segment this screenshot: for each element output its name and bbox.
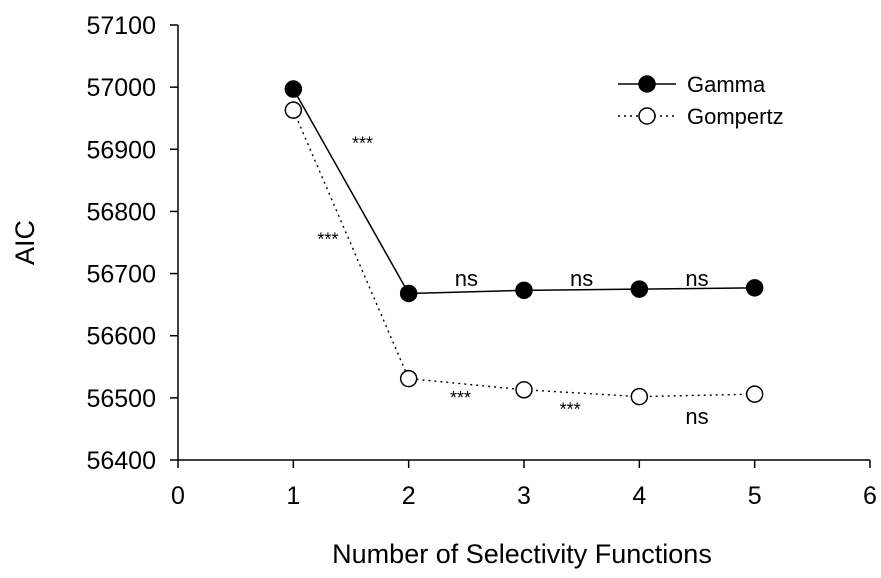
- legend-item-gamma: Gamma: [618, 72, 766, 97]
- data-point-gompertz: [515, 381, 533, 399]
- significance-annotation: ***: [317, 230, 338, 250]
- legend-item-gompertz: Gompertz: [618, 104, 784, 129]
- data-point-gamma: [284, 80, 303, 98]
- series-line-gamma: [292, 88, 755, 295]
- x-axis-title: Number of Selectivity Functions: [332, 539, 712, 569]
- x-tick-label: 2: [402, 482, 416, 510]
- y-tick-label: 56800: [86, 198, 156, 226]
- annotations: *** *** ns ns ns *** *** ns: [317, 133, 708, 429]
- y-tick-label: 57100: [86, 12, 156, 40]
- x-tick-label: 0: [171, 482, 185, 510]
- y-tick-label: 56500: [86, 385, 156, 413]
- y-tick-label: 57000: [86, 74, 156, 102]
- y-tick-label: 56400: [86, 447, 156, 475]
- data-point-gamma: [515, 281, 533, 300]
- y-axis-ticks: 56400 56500 56600 56700 56800 56900 57000 57100: [86, 12, 178, 475]
- x-tick-label: 3: [517, 482, 531, 510]
- x-axis-ticks: 0 1 2 3 4 5 6: [171, 460, 877, 510]
- series-gamma: [284, 80, 764, 303]
- series-layer: [284, 80, 764, 406]
- data-point-gompertz: [284, 101, 303, 119]
- data-point-gompertz: [399, 369, 418, 388]
- data-point-gompertz: [630, 387, 649, 406]
- data-point-gompertz: [745, 385, 764, 403]
- significance-annotation: ***: [352, 133, 373, 153]
- legend-marker: [638, 107, 656, 125]
- y-tick-label: 56700: [86, 261, 156, 289]
- x-tick-label: 1: [286, 482, 300, 510]
- significance-annotation: ***: [450, 388, 471, 408]
- legend-label: Gamma: [687, 72, 766, 97]
- legend: Gamma Gompertz: [618, 72, 784, 129]
- legend-label: Gompertz: [687, 104, 784, 129]
- ns-annotation: ns: [570, 266, 593, 291]
- y-tick-label: 56900: [86, 136, 156, 164]
- x-tick-label: 4: [632, 482, 646, 510]
- x-tick-label: 5: [748, 482, 762, 510]
- significance-annotation: ***: [560, 399, 581, 419]
- data-point-gamma: [745, 279, 764, 297]
- y-axis-title: AIC: [10, 220, 40, 265]
- series-gompertz: [284, 101, 764, 406]
- data-point-gamma: [630, 280, 649, 298]
- data-point-gamma: [399, 284, 418, 303]
- y-tick-label: 56600: [86, 323, 156, 351]
- legend-marker: [638, 75, 656, 93]
- x-tick-label: 6: [863, 482, 877, 510]
- ns-annotation: ns: [685, 404, 708, 429]
- ns-annotation: ns: [455, 266, 478, 291]
- ns-annotation: ns: [685, 266, 708, 291]
